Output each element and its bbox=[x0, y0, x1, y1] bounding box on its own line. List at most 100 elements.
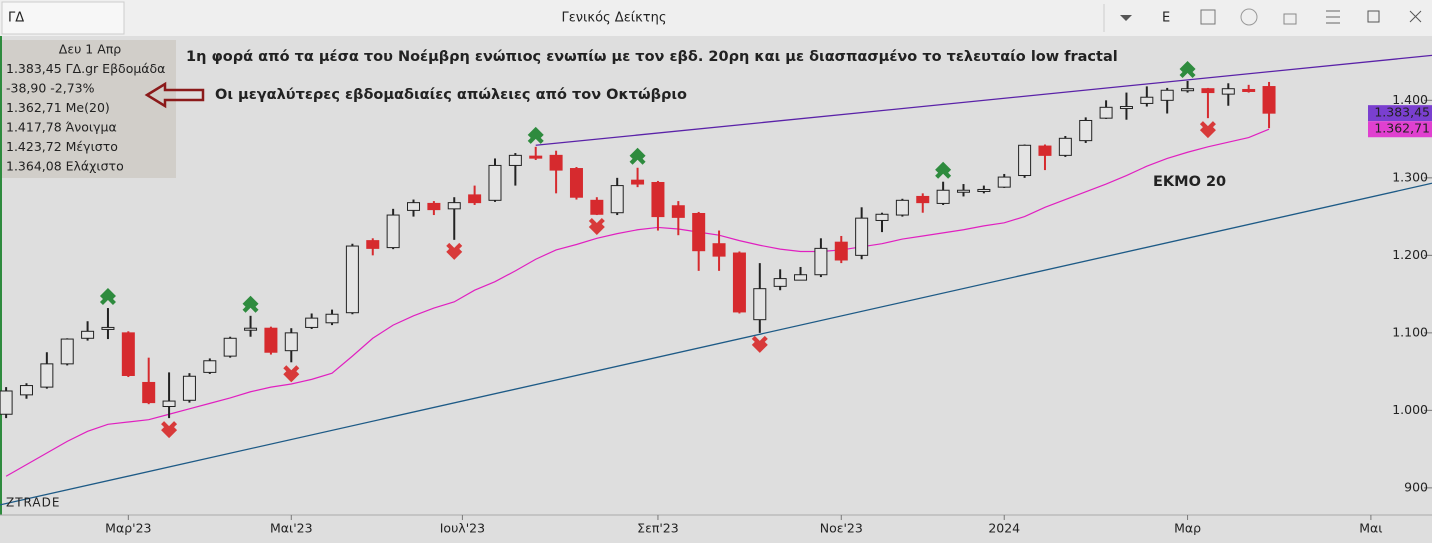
instrument-name: Γενικός Δείκτης bbox=[562, 11, 667, 26]
candle-body bbox=[407, 202, 421, 211]
candle-body bbox=[40, 363, 54, 388]
candle-body bbox=[753, 288, 767, 321]
candle-body bbox=[916, 195, 930, 204]
icon[interactable] bbox=[1240, 8, 1258, 26]
candle-body bbox=[610, 185, 624, 214]
candle-body bbox=[386, 214, 400, 249]
y-tick-label: 1.300 bbox=[1392, 169, 1428, 184]
y-tick-label: 1.100 bbox=[1392, 324, 1428, 339]
candle-body bbox=[997, 176, 1011, 188]
price-tag bbox=[1368, 105, 1432, 122]
chart-title: 1η φορά από τα μέσα του Νοέμβρη ενώπιος … bbox=[186, 49, 1118, 65]
icon[interactable] bbox=[1367, 10, 1380, 23]
candle-body bbox=[1160, 89, 1174, 101]
candle-body bbox=[1058, 137, 1072, 156]
candle-body bbox=[60, 338, 74, 365]
candle-body bbox=[936, 189, 950, 204]
mode-button[interactable]: E bbox=[1162, 11, 1170, 26]
x-tick-label: Σεπ'23 bbox=[637, 521, 679, 536]
x-tick-label: Μαρ'23 bbox=[105, 521, 151, 536]
x-tick-label: Νοε'23 bbox=[820, 521, 863, 536]
fractal-down bbox=[588, 218, 605, 236]
candle-body bbox=[305, 317, 319, 328]
candle-body bbox=[284, 332, 298, 352]
candle-body bbox=[549, 154, 563, 171]
x-tick-label: 2024 bbox=[988, 521, 1020, 536]
toolbar bbox=[0, 0, 1432, 36]
info-line: 1.362,71 Me(20) bbox=[6, 100, 110, 115]
candle-body bbox=[1221, 88, 1235, 95]
candle-body bbox=[244, 327, 258, 331]
ema-line bbox=[5, 128, 1270, 477]
y-tick-label: 1.000 bbox=[1392, 402, 1428, 417]
info-panel bbox=[2, 40, 176, 178]
symbol-box[interactable] bbox=[1, 1, 125, 35]
candle-body bbox=[834, 241, 848, 261]
price-tag-label: 1.383,45 bbox=[1374, 105, 1430, 120]
annotation: ΕΚΜΟ 20 bbox=[1153, 174, 1226, 190]
candle-body bbox=[121, 332, 135, 376]
candle-body bbox=[631, 179, 645, 185]
candle-body bbox=[1079, 119, 1093, 142]
candle-body bbox=[1181, 88, 1195, 92]
candle-body bbox=[773, 278, 787, 287]
fractal-down bbox=[283, 365, 300, 383]
candle-body bbox=[142, 381, 156, 404]
candle-body bbox=[223, 337, 237, 357]
candle-body bbox=[712, 243, 726, 257]
close[interactable] bbox=[1409, 10, 1422, 23]
candle-body bbox=[468, 194, 482, 204]
candle-body bbox=[1038, 145, 1052, 156]
candle-body bbox=[1262, 86, 1276, 114]
candle-body bbox=[182, 375, 196, 401]
fractal-up bbox=[527, 126, 544, 144]
candle-body bbox=[81, 330, 95, 339]
arrow bbox=[144, 81, 205, 109]
dropdown[interactable] bbox=[1120, 15, 1132, 21]
candle-body bbox=[366, 240, 380, 249]
candle-body bbox=[732, 252, 746, 313]
plot-area bbox=[0, 36, 1432, 539]
y-tick-label: 1.200 bbox=[1392, 247, 1428, 262]
candle-body bbox=[0, 390, 13, 415]
candle-body bbox=[875, 213, 889, 221]
candle-body bbox=[101, 326, 115, 330]
icon[interactable] bbox=[1326, 10, 1340, 24]
x-tick-label: Μαρ bbox=[1174, 521, 1201, 536]
price-tag-label: 1.362,71 bbox=[1374, 121, 1430, 136]
candle-body bbox=[325, 313, 339, 324]
candle-body bbox=[692, 212, 706, 252]
candle-body bbox=[569, 168, 583, 198]
candle-body bbox=[427, 202, 441, 211]
candle-body bbox=[508, 154, 522, 166]
candle-body bbox=[671, 205, 685, 218]
info-line: 1.423,72 Μέγιστο bbox=[6, 139, 118, 154]
icon[interactable] bbox=[1200, 9, 1216, 25]
info-line: 1.417,78 Άνοιγμα bbox=[6, 120, 117, 135]
watermark: ZTRADE bbox=[6, 496, 60, 510]
fractal-down bbox=[751, 335, 768, 353]
candle-body bbox=[447, 202, 461, 210]
price-tag bbox=[1368, 121, 1432, 138]
fractal-up bbox=[99, 288, 116, 306]
annotation: Οι μεγαλύτερες εβδομαδιαίες απώλειες από… bbox=[215, 87, 687, 103]
trendline bbox=[0, 182, 1432, 506]
candle-body bbox=[203, 360, 217, 373]
fractal-up bbox=[242, 295, 259, 313]
candle-body bbox=[814, 247, 828, 276]
candle-body bbox=[162, 400, 176, 407]
info-line: 1.383,45 ΓΔ.gr Εβδομάδα bbox=[6, 61, 165, 76]
candle-body bbox=[1018, 144, 1032, 177]
candle-body bbox=[794, 274, 808, 281]
symbol: ΓΔ bbox=[8, 11, 24, 26]
y-tick-label: 1.400 bbox=[1392, 92, 1428, 107]
candle-body bbox=[590, 199, 604, 215]
fractal-up bbox=[935, 161, 952, 179]
x-tick-label: Μαι'23 bbox=[270, 521, 313, 536]
info-line: 1.364,08 Ελάχιστο bbox=[6, 159, 124, 174]
fractal-up bbox=[629, 147, 646, 165]
icon[interactable] bbox=[1283, 13, 1297, 25]
candle-body bbox=[1119, 106, 1133, 110]
